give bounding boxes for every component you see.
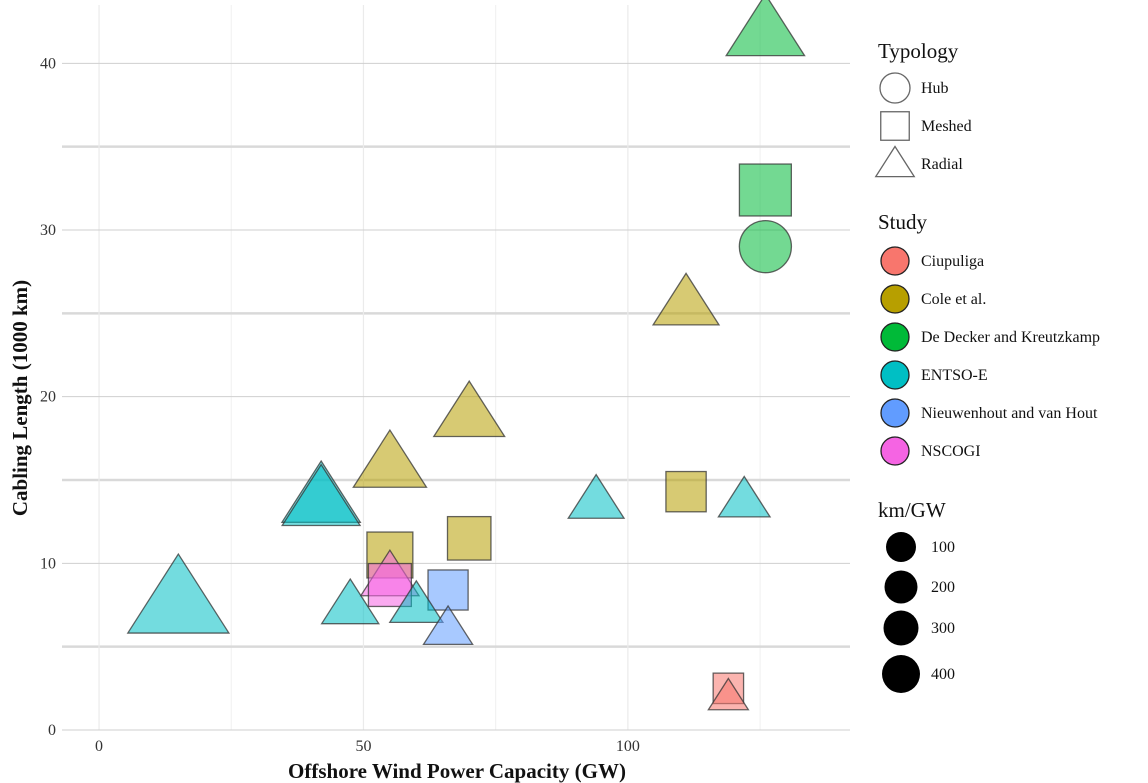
legend-color-swatch [880,322,910,352]
legend-size-marker [882,655,920,693]
legend-study: Ciupuliga Cole et al. De Decker and Kreutz… [880,246,1100,466]
y-axis-ticks: 0 10 20 30 40 [40,55,56,739]
legend-size-label: 200 [931,579,955,596]
legend-size-marker [884,570,918,604]
legend-size-marker [886,532,916,562]
data-point-entso-e-radial [126,552,231,634]
x-axis-ticks: 0 50 100 [95,738,640,755]
legend-shape-radial [874,145,916,178]
legend-shape-label: Meshed [921,118,972,135]
y-tick-label: 30 [40,222,56,239]
data-point-de-decker-and-kreutzkamp-hub [738,219,793,274]
legend-size-title: km/GW [878,498,946,522]
data-point-entso-e-radial [388,579,445,624]
legend-size-label: 300 [931,620,955,637]
legend-shape-label: Radial [921,156,963,173]
data-point-entso-e-radial [567,473,626,519]
y-tick-label: 0 [48,722,56,739]
x-axis-title: Offshore Wind Power Capacity (GW) [288,759,626,783]
legend-color-label: NSCOGI [921,443,981,460]
legend-color-swatch [880,246,910,276]
y-tick-label: 10 [40,555,56,572]
data-point-nieuwenhout-and-van-hout-meshed [427,569,469,611]
legend-shape-hub [879,72,911,104]
data-point-cole-et-al--radial [352,428,428,488]
legend-study-title: Study [878,210,928,234]
data-point-cole-et-al--radial [432,379,506,438]
data-points [126,0,806,711]
data-point-nieuwenhout-and-van-hout-radial [422,604,474,646]
legend-typology-title: Typology [878,39,959,63]
x-tick-label: 50 [355,738,371,755]
legend-typology: Hub Meshed Radial [874,72,972,178]
legend-size: 100 200 300 400 [882,532,955,693]
data-point-ciupuliga-radial [707,677,750,711]
legend-color-label: Cole et al. [921,291,986,308]
y-axis-title: Cabling Length (1000 km) [8,280,32,516]
data-point-entso-e-radial [717,475,772,518]
legend-size-label: 400 [931,666,955,683]
legend-color-label: Ciupuliga [921,253,984,270]
data-point-entso-e-radial [281,463,362,527]
data-point-cole-et-al--radial [651,272,721,326]
data-point-cole-et-al--meshed [665,470,707,513]
legend-shape-meshed [880,111,910,141]
legend-color-label: Nieuwenhout and van Hout [921,405,1098,422]
legend-shape-label: Hub [921,80,949,97]
plot-panel [62,5,850,731]
legend-size-marker [883,610,919,646]
data-point-cole-et-al--meshed [446,515,492,561]
legend-color-label: ENTSO-E [921,367,988,384]
data-point-de-decker-and-kreutzkamp-meshed [738,163,793,217]
y-tick-label: 40 [40,55,56,72]
legend-color-swatch [880,398,910,428]
data-point-entso-e-radial [320,577,380,625]
data-point-de-decker-and-kreutzkamp-radial [725,0,806,57]
legend: Typology Hub Meshed Radial Study Ciupuliga… [874,39,1100,693]
y-tick-label: 20 [40,389,56,406]
x-tick-label: 100 [616,738,640,755]
x-tick-label: 0 [95,738,103,755]
legend-color-swatch [880,284,910,314]
legend-size-label: 100 [931,539,955,556]
legend-color-label: De Decker and Kreutzkamp [921,329,1100,346]
legend-color-swatch [880,360,910,390]
legend-color-swatch [880,436,910,466]
